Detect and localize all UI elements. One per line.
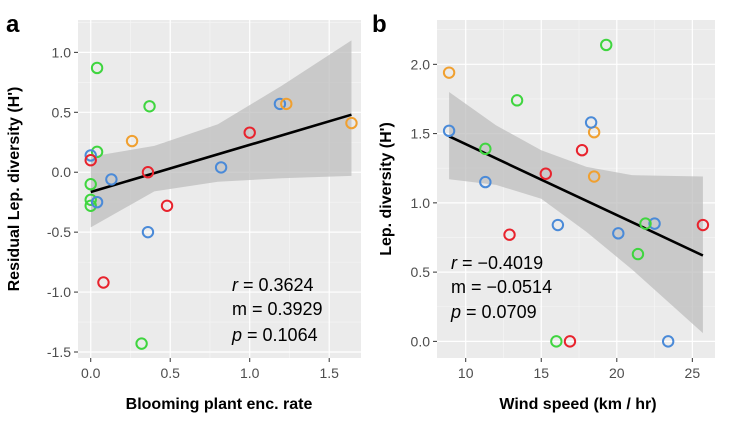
confidence-band-a (90, 40, 352, 228)
stats-box-b: r = −0.4019 m = −0.0514 p = 0.0709 (450, 253, 552, 322)
data-point-b-8 (612, 227, 625, 240)
y-tick-label: 1.5 (411, 126, 431, 142)
data-point-a-8 (84, 149, 97, 162)
stat-r-value-a: = 0.3624 (238, 275, 314, 295)
data-point-a-18 (97, 276, 110, 289)
data-point-a-13 (273, 97, 287, 111)
data-point-b-7 (551, 218, 565, 232)
data-point-a-6 (84, 199, 97, 212)
stat-r-value-b: = −0.4019 (457, 253, 543, 273)
data-point-b-18 (539, 167, 552, 180)
data-point-b-20 (563, 335, 577, 348)
y-tick-label: 0.5 (52, 104, 72, 120)
stat-r-b: r = −0.4019 (451, 253, 543, 273)
data-point-a-7 (135, 337, 148, 350)
data-point-a-16 (160, 199, 174, 212)
data-point-a-12 (141, 225, 155, 239)
y-tick-label: -0.5 (47, 224, 71, 240)
stat-p-a: p = 0.1064 (231, 325, 318, 345)
x-tick-label: 20 (609, 365, 625, 381)
data-point-a-19 (125, 134, 139, 148)
stat-r-symbol-a: r (232, 275, 239, 295)
regression-line-b (448, 135, 704, 257)
data-point-b-19 (503, 228, 516, 241)
data-point-b-11 (510, 94, 524, 107)
data-point-b-3 (587, 170, 601, 183)
y-tick-label: 1.0 (411, 195, 431, 211)
x-tick-label: 0.0 (81, 365, 101, 381)
data-point-a-10 (105, 173, 118, 186)
data-point-a-1 (90, 61, 104, 75)
panel-b: 10 15 20 25 0.0 0.5 1.0 1.5 2.0 b Lep. diversity… (372, 11, 715, 413)
x-axis-label-a: Blooming plant enc. rate (126, 396, 313, 413)
x-tick-label: 10 (458, 365, 474, 381)
panel-letter-b: b (372, 11, 387, 38)
y-tick-label: 1.0 (52, 44, 72, 60)
x-tick-label: 0.5 (160, 365, 180, 381)
data-point-a-21 (345, 116, 358, 130)
data-point-a-3 (90, 145, 104, 159)
data-point-a-14 (84, 154, 97, 167)
ticks-a: 0.0 0.5 1.0 1.5 -1.5 -1.0 -0.5 0.0 0.5 1.0 (47, 44, 339, 381)
y-tick-label: 0.5 (411, 264, 431, 280)
data-point-b-5 (584, 116, 598, 129)
data-point-a-20 (280, 97, 293, 111)
stat-r-symbol-b: r (451, 253, 458, 273)
y-axis-label-b: Lep. diversity (H') (378, 122, 395, 256)
data-point-b-10 (661, 335, 675, 348)
data-point-b-4 (442, 124, 456, 138)
stat-p-symbol-b: p (450, 302, 461, 322)
regression-line-a (90, 113, 352, 194)
data-point-a-4 (84, 178, 97, 191)
data-point-a-2 (143, 100, 156, 113)
data-point-a-15 (141, 166, 155, 179)
data-point-a-11 (214, 161, 228, 174)
y-tick-label: -1.5 (47, 344, 71, 360)
stat-m-a: m = 0.3929 (232, 299, 323, 319)
data-point-b-16 (550, 335, 563, 348)
panel-letter-a: a (6, 11, 20, 38)
data-point-b-15 (631, 247, 645, 261)
x-tick-label: 25 (685, 365, 701, 381)
data-point-b-12 (479, 142, 492, 156)
data-point-b-1 (442, 66, 456, 79)
confidence-band-b (449, 92, 703, 334)
stat-p-value-a: = 0.1064 (242, 325, 318, 345)
x-tick-label: 15 (533, 365, 549, 381)
x-axis-label-b: Wind speed (km / hr) (499, 396, 656, 413)
data-point-b-9 (648, 217, 661, 230)
data-point-a-17 (243, 126, 256, 139)
stat-m-b: m = −0.0514 (451, 277, 552, 297)
x-tick-label: 1.5 (319, 365, 339, 381)
stat-r-a: r = 0.3624 (232, 275, 314, 295)
panel-a: 0.0 0.5 1.0 1.5 -1.5 -1.0 -0.5 0.0 0.5 1.0 a Resi… (6, 11, 361, 413)
data-point-a-5 (84, 193, 97, 206)
y-tick-label: 2.0 (411, 56, 431, 72)
data-point-b-17 (575, 144, 589, 157)
y-tick-label: 0.0 (52, 164, 72, 180)
y-tick-label: 0.0 (411, 333, 431, 349)
points-b (442, 38, 710, 348)
stat-p-symbol-a: p (231, 325, 242, 345)
data-point-b-21 (696, 218, 710, 232)
stat-p-b: p = 0.0709 (450, 302, 537, 322)
data-point-b-14 (639, 217, 652, 230)
stats-box-a: r = 0.3624 m = 0.3929 p = 0.1064 (231, 275, 323, 345)
stat-p-value-b: = 0.0709 (461, 302, 537, 322)
data-point-a-9 (90, 195, 104, 209)
ticks-b: 10 15 20 25 0.0 0.5 1.0 1.5 2.0 (411, 56, 701, 381)
y-axis-label-a: Residual Lep. diversity (H') (6, 87, 23, 292)
data-point-b-13 (600, 38, 613, 52)
points-a (84, 61, 358, 350)
data-point-b-6 (479, 175, 492, 189)
y-tick-label: -1.0 (47, 284, 71, 300)
x-tick-label: 1.0 (240, 365, 260, 381)
